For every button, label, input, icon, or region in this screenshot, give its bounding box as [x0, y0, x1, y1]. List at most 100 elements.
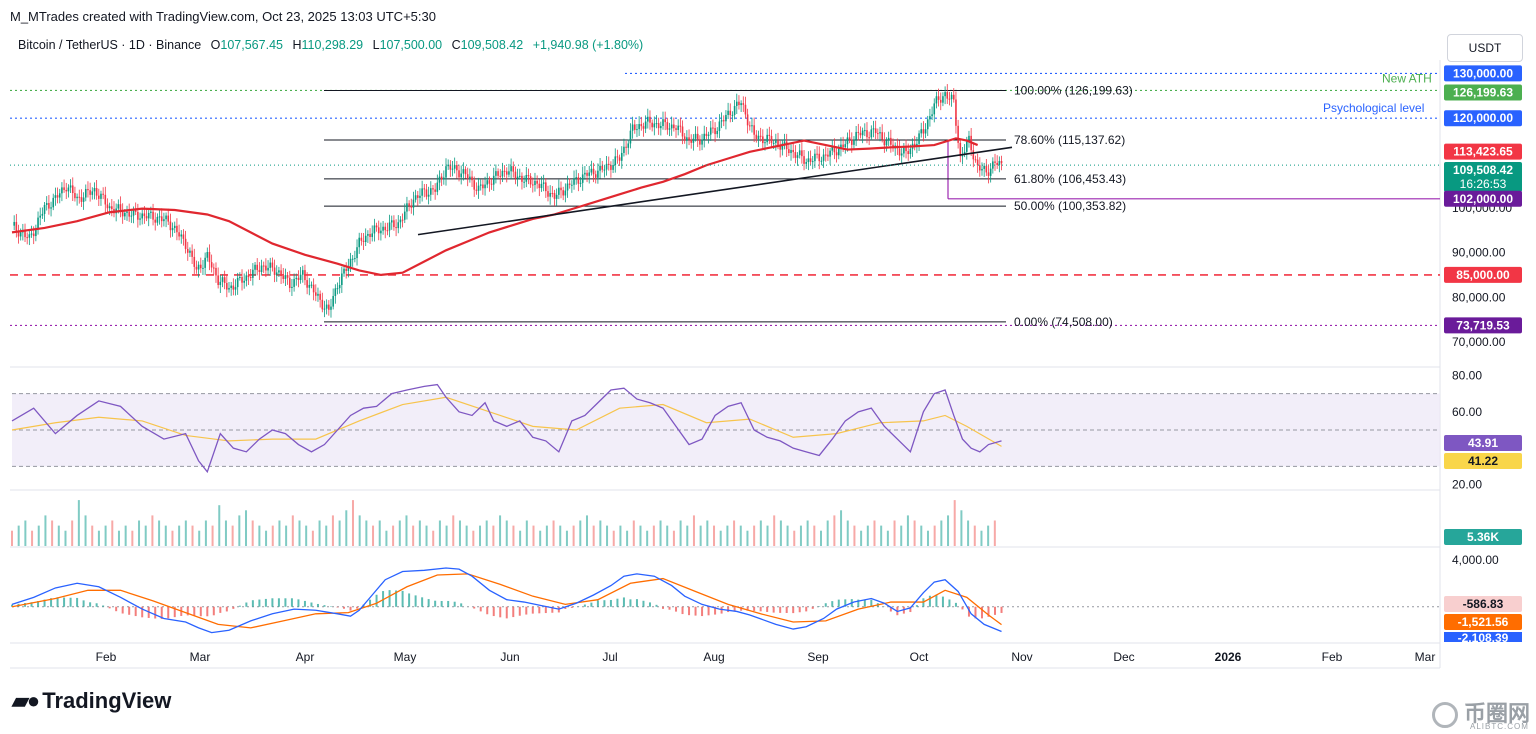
candle-body	[299, 274, 302, 280]
candle-body	[807, 158, 810, 163]
macd-histogram-bar	[564, 606, 567, 609]
macd-histogram-bar	[746, 606, 749, 611]
volume-bar	[164, 525, 167, 546]
price-tag-85k: 85,000.00	[1456, 268, 1510, 282]
candle-body	[423, 188, 426, 190]
candle-body	[759, 135, 762, 137]
candle-body	[824, 154, 827, 156]
tradingview-logo[interactable]: ▰● TradingView	[12, 688, 171, 714]
macd-histogram-bar	[772, 606, 775, 613]
volume-bar	[906, 515, 909, 546]
macd-histogram-bar	[753, 606, 756, 611]
candle-body	[594, 174, 597, 178]
candle-body	[111, 206, 113, 209]
candle-body	[692, 138, 695, 143]
candle-body	[126, 211, 128, 213]
volume-bar	[318, 520, 321, 546]
candle-body	[236, 277, 239, 288]
candle-body	[989, 168, 992, 176]
price-tag-73k: 73,719.53	[1456, 318, 1510, 332]
candle-body	[497, 171, 499, 176]
volume-bar	[485, 520, 488, 546]
macd-histogram-bar	[284, 598, 287, 607]
candle-body	[354, 258, 356, 260]
candle-body	[610, 164, 612, 170]
candle-body	[469, 176, 471, 179]
candle-body	[835, 152, 838, 156]
candle-body	[666, 122, 669, 130]
time-tick-label: Feb	[96, 650, 117, 664]
candle-body	[134, 209, 137, 212]
macd-histogram-bar	[479, 606, 482, 612]
volume-bar	[298, 520, 301, 546]
candle-body	[751, 125, 753, 127]
candle-body	[210, 262, 213, 268]
candle-body	[217, 275, 219, 286]
candle-body	[356, 247, 358, 259]
candle-body	[447, 164, 449, 167]
candle-body	[150, 211, 152, 213]
candle-body	[427, 194, 430, 197]
candle-body	[568, 183, 571, 185]
volume-bar	[940, 520, 943, 546]
candle-body	[564, 190, 567, 196]
watermark-sub: ALIBTC.COM	[1470, 722, 1529, 731]
candle-body	[972, 150, 975, 160]
candle-body	[525, 174, 528, 182]
candle-body	[612, 165, 614, 170]
volume-bar	[117, 530, 120, 546]
volume-bar	[91, 525, 94, 546]
macd-histogram-bar	[440, 600, 443, 607]
candle-body	[462, 169, 465, 174]
candle-body	[660, 125, 662, 129]
macd-histogram-bar	[961, 606, 964, 610]
candle-body	[80, 197, 83, 202]
candle-body	[890, 137, 892, 145]
candle-body	[831, 146, 834, 151]
candle-body	[527, 174, 530, 177]
volume-bar	[980, 530, 983, 546]
macd-histogram-bar	[251, 600, 254, 607]
volume-bar	[305, 525, 308, 546]
candle-body	[740, 103, 742, 106]
macd-histogram-bar	[56, 597, 59, 607]
volume-bar	[973, 525, 976, 546]
volume-bar	[893, 520, 896, 546]
candle-body	[471, 176, 473, 181]
candle-body	[677, 125, 679, 130]
candle-body	[822, 154, 825, 161]
macd-histogram-bar	[154, 606, 157, 619]
symbol-name[interactable]: Bitcoin / TetherUS · 1D · Binance	[18, 38, 202, 52]
candle-body	[963, 151, 966, 155]
candle-body	[673, 124, 675, 129]
candle-body	[749, 125, 751, 127]
candle-body	[475, 189, 478, 191]
currency-selector[interactable]: USDT	[1447, 34, 1523, 62]
candle-body	[790, 149, 792, 154]
price-tag-ath: 126,199.63	[1453, 85, 1513, 99]
volume-value-tag: 5.36K	[1467, 530, 1499, 544]
volume-bar	[639, 525, 642, 546]
candle-body	[271, 262, 274, 268]
candle-body	[913, 143, 916, 147]
macd-histogram-bar	[388, 590, 391, 607]
candle-body	[41, 213, 44, 216]
volume-bar	[358, 515, 361, 546]
candle-body	[78, 196, 81, 198]
volume-bar	[37, 525, 40, 546]
candle-body	[262, 265, 265, 267]
macd-histogram-bar	[408, 593, 411, 607]
macd-histogram-bar	[89, 602, 92, 607]
candle-body	[592, 168, 595, 175]
volume-bar	[438, 520, 441, 546]
macd-histogram-bar	[395, 590, 398, 607]
candle-body	[937, 96, 940, 100]
candle-body	[811, 161, 814, 163]
candle-body	[275, 272, 278, 275]
candle-body	[957, 125, 959, 143]
candle-body	[226, 282, 228, 290]
candle-body	[421, 188, 423, 196]
price-tag-ma-bg	[1444, 143, 1522, 160]
candle-body	[683, 136, 686, 141]
